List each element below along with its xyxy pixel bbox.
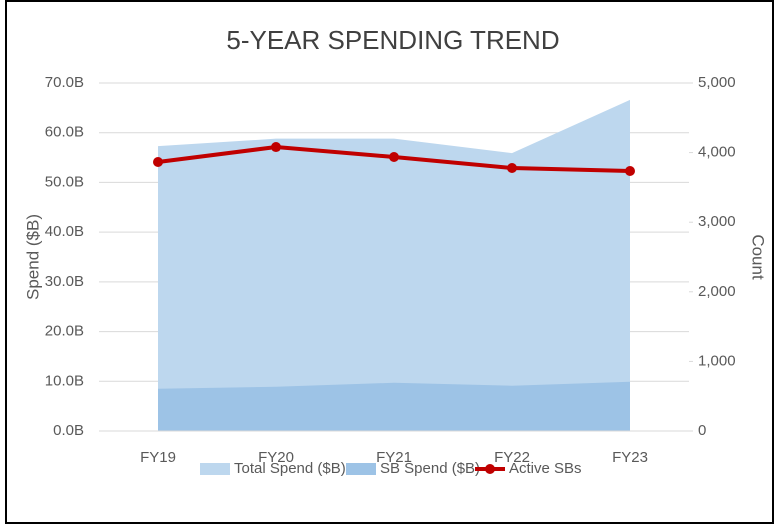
y-tick-label: 70.0B xyxy=(45,74,84,91)
marker xyxy=(507,162,517,173)
y-tick-label: 20.0B xyxy=(45,323,84,340)
area xyxy=(158,381,630,431)
y2-tick-label: 1,000 xyxy=(698,352,736,369)
y-tick-label: 40.0B xyxy=(45,223,84,240)
y-tick-label: 50.0B xyxy=(45,173,84,190)
y2-tick-label: 0 xyxy=(698,422,706,439)
x-tick-label: FY22 xyxy=(494,449,530,466)
legend-label: SB Spend ($B) xyxy=(380,460,480,477)
legend-label: Total Spend ($B) xyxy=(234,460,346,477)
marker xyxy=(625,165,635,176)
legend-label: Active SBs xyxy=(509,460,582,477)
y2-axis-title: Count xyxy=(749,234,768,280)
x-tick-label: FY19 xyxy=(140,449,176,466)
y-axis-title: Spend ($B) xyxy=(23,214,42,300)
x-tick-label: FY21 xyxy=(376,449,412,466)
marker xyxy=(271,142,281,153)
y-tick-label: 30.0B xyxy=(45,273,84,290)
y2-tick-label: 3,000 xyxy=(698,213,736,230)
x-tick-label: FY20 xyxy=(258,449,294,466)
chart-title: 5-YEAR SPENDING TREND xyxy=(226,25,559,55)
y-tick-label: 10.0B xyxy=(45,372,84,389)
y2-tick-label: 2,000 xyxy=(698,283,736,300)
y2-tick-label: 4,000 xyxy=(698,144,736,161)
y-tick-label: 0.0B xyxy=(53,422,84,439)
legend-swatch xyxy=(346,463,376,475)
marker xyxy=(389,151,399,162)
area xyxy=(158,99,630,431)
legend-marker xyxy=(485,464,495,474)
y2-tick-label: 5,000 xyxy=(698,74,736,91)
marker xyxy=(153,156,163,167)
legend-swatch xyxy=(200,463,230,475)
y-tick-label: 60.0B xyxy=(45,124,84,141)
x-tick-label: FY23 xyxy=(612,449,648,466)
